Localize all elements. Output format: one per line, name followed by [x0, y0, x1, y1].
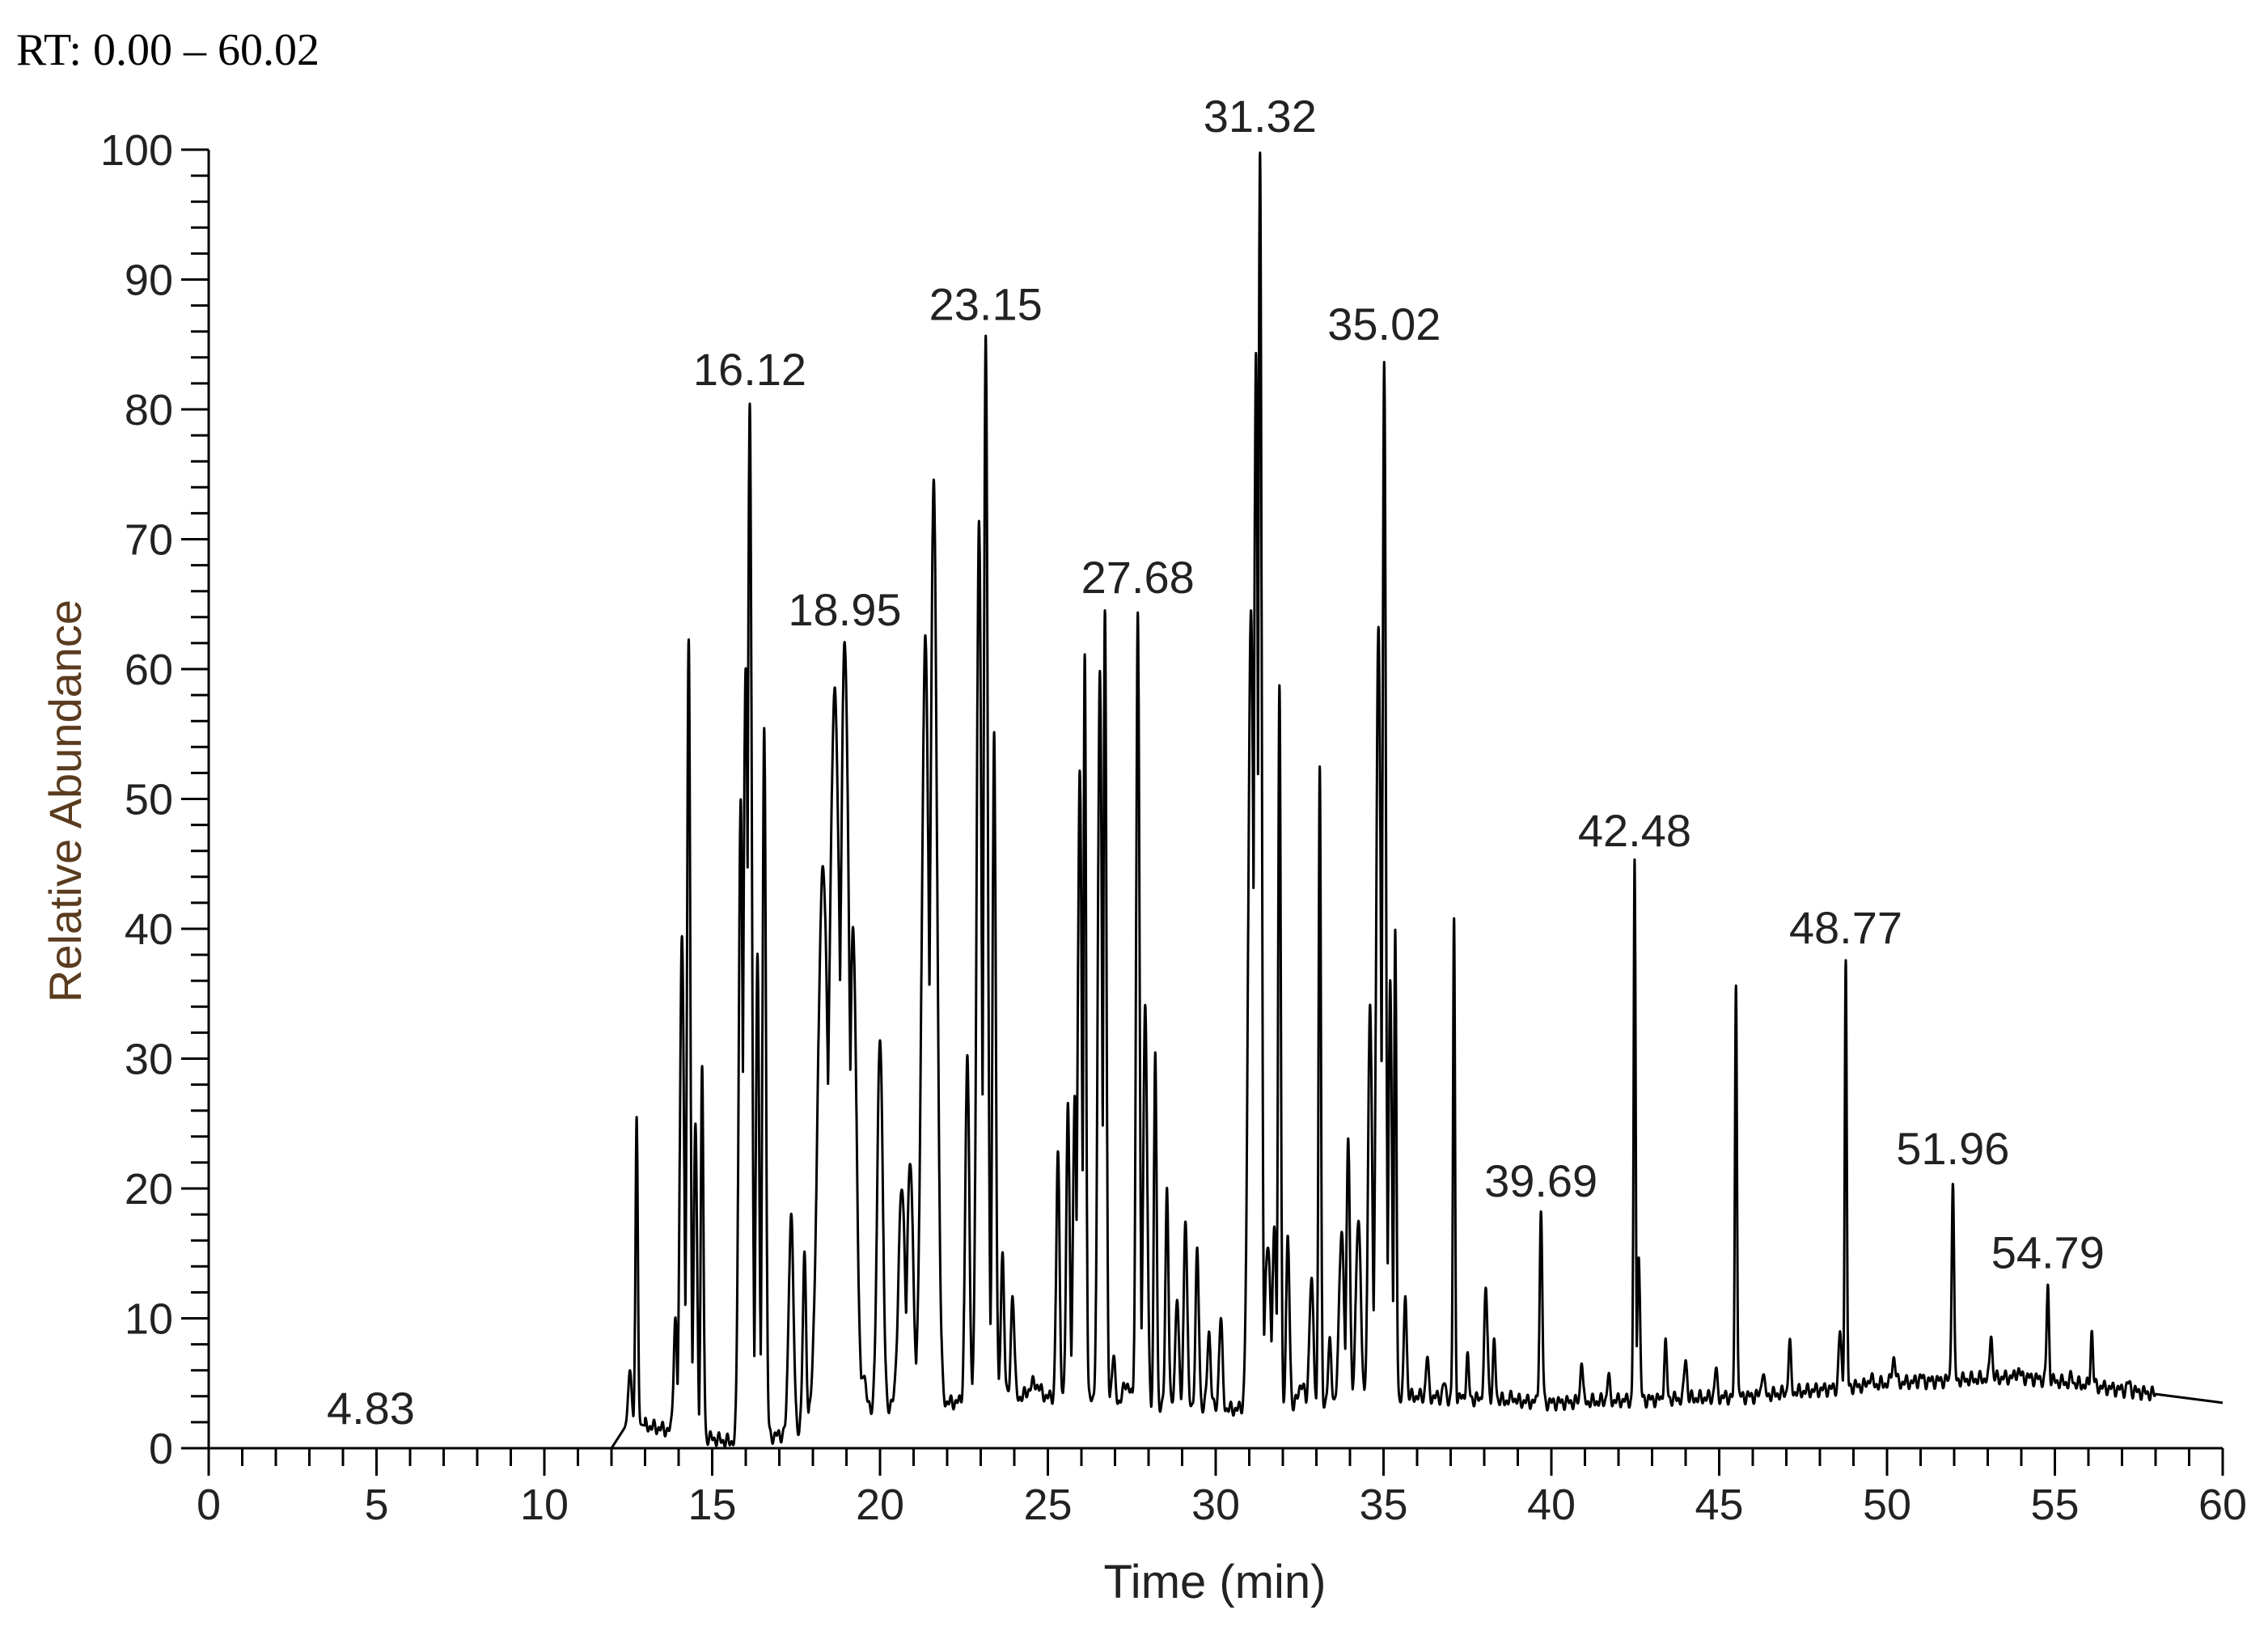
peak-label: 35.02 — [1327, 299, 1441, 350]
peak-labels-layer: 4.83 16.12 18.95 23.15 27.68 31.32 35.02 39.69 4… — [327, 91, 2105, 1434]
x-tick-label: 10 — [520, 1481, 569, 1529]
y-tick-label: 80 — [125, 386, 173, 434]
y-tick-label: 90 — [125, 256, 173, 305]
peak-label: 39.69 — [1484, 1155, 1597, 1206]
y-tick-label: 20 — [125, 1165, 173, 1214]
peak-label: 48.77 — [1789, 902, 1902, 953]
peak-label: 31.32 — [1204, 91, 1317, 142]
y-tick-label: 60 — [125, 646, 173, 694]
x-tick-label: 0 — [197, 1481, 221, 1529]
peak-label: 4.83 — [327, 1383, 415, 1434]
y-tick-label: 100 — [100, 126, 173, 175]
peak-label: 27.68 — [1081, 552, 1195, 603]
y-tick-label: 10 — [125, 1295, 173, 1344]
x-tick-label: 20 — [856, 1481, 904, 1529]
y-tick-label: 50 — [125, 776, 173, 824]
x-tick-label: 25 — [1023, 1481, 1072, 1529]
chromatogram-trace — [207, 151, 2224, 1450]
x-tick-label: 45 — [1695, 1481, 1743, 1529]
peak-label: 16.12 — [693, 344, 806, 395]
x-tick-label: 15 — [688, 1481, 736, 1529]
y-tick-label: 70 — [125, 516, 173, 565]
y-tick-label: 40 — [125, 905, 173, 954]
y-axis-title: Relative Abundance — [40, 600, 91, 1002]
peak-label: 18.95 — [788, 584, 901, 635]
x-tick-label: 35 — [1359, 1481, 1407, 1529]
peak-label: 54.79 — [1991, 1227, 2105, 1277]
x-tick-label: 40 — [1527, 1481, 1576, 1529]
y-tick-label: 0 — [149, 1425, 173, 1473]
y-tick-label: 30 — [125, 1036, 173, 1084]
ticks-layer: 0 5 10 15 20 25 30 35 40 45 50 55 60 0 10 20 30 40 50 60 70 8… — [100, 126, 2247, 1529]
x-tick-label: 55 — [2030, 1481, 2079, 1529]
x-tick-label: 5 — [364, 1481, 388, 1529]
peak-label: 23.15 — [929, 279, 1043, 330]
x-tick-label: 50 — [1863, 1481, 1911, 1529]
axes-layer — [207, 150, 2223, 1450]
x-tick-label: 30 — [1191, 1481, 1240, 1529]
peak-label: 42.48 — [1578, 805, 1691, 856]
x-tick-label: 60 — [2198, 1481, 2247, 1529]
x-axis-title: Time (min) — [1104, 1556, 1327, 1608]
peak-label: 51.96 — [1896, 1123, 2009, 1174]
trace-layer — [207, 151, 2224, 1450]
rt-range-label: RT: 0.00 – 60.02 — [16, 25, 319, 75]
